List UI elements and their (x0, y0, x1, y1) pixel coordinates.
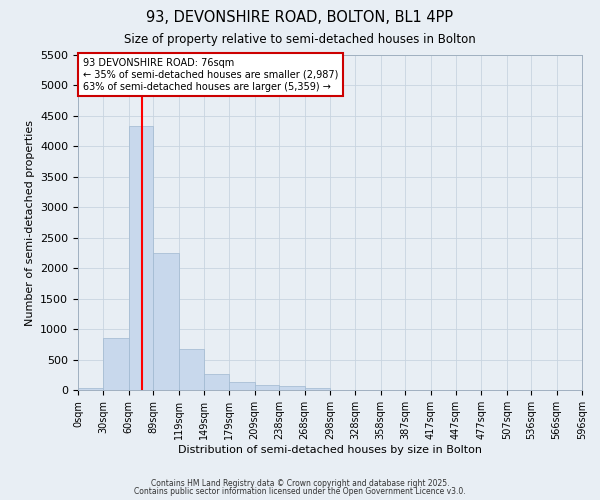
Bar (229, 382, 255, 390)
Bar (129, 126, 153, 390)
X-axis label: Distribution of semi-detached houses by size in Bolton: Distribution of semi-detached houses by … (178, 444, 482, 454)
Text: Contains HM Land Registry data © Crown copyright and database right 2025.: Contains HM Land Registry data © Crown c… (151, 478, 449, 488)
Bar (305, 388, 330, 390)
Bar (204, 374, 229, 390)
Bar (279, 386, 305, 390)
Text: Size of property relative to semi-detached houses in Bolton: Size of property relative to semi-detach… (124, 32, 476, 46)
Bar (78, 388, 103, 390)
Text: 93, DEVONSHIRE ROAD, BOLTON, BL1 4PP: 93, DEVONSHIRE ROAD, BOLTON, BL1 4PP (146, 10, 454, 25)
Text: Contains public sector information licensed under the Open Government Licence v3: Contains public sector information licen… (134, 487, 466, 496)
Bar (255, 385, 279, 390)
Bar (103, 338, 129, 390)
Bar (179, 348, 204, 390)
Y-axis label: Number of semi-detached properties: Number of semi-detached properties (25, 120, 35, 326)
Bar (153, 253, 179, 390)
Text: 93 DEVONSHIRE ROAD: 76sqm
← 35% of semi-detached houses are smaller (2,987)
63% : 93 DEVONSHIRE ROAD: 76sqm ← 35% of semi-… (83, 58, 338, 92)
